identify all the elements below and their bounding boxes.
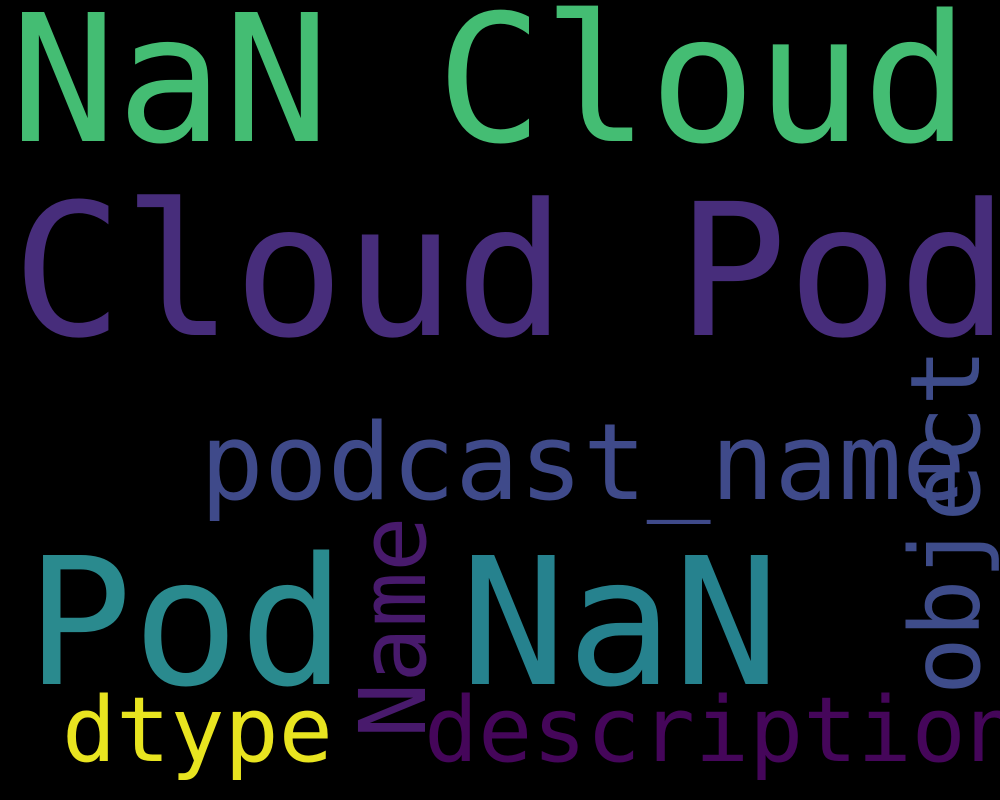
word-cloud-pod: Cloud Pod [12, 165, 1000, 379]
word-pod: Pod [26, 520, 346, 726]
word-podcast-name: podcast_name [200, 401, 966, 524]
word-nan-cloud: NaN Cloud [10, 0, 970, 183]
word-dtype: dtype [62, 678, 333, 783]
word-object: object [890, 348, 1000, 695]
word-nan: NaN [460, 520, 780, 726]
word-description: description [424, 678, 1000, 783]
